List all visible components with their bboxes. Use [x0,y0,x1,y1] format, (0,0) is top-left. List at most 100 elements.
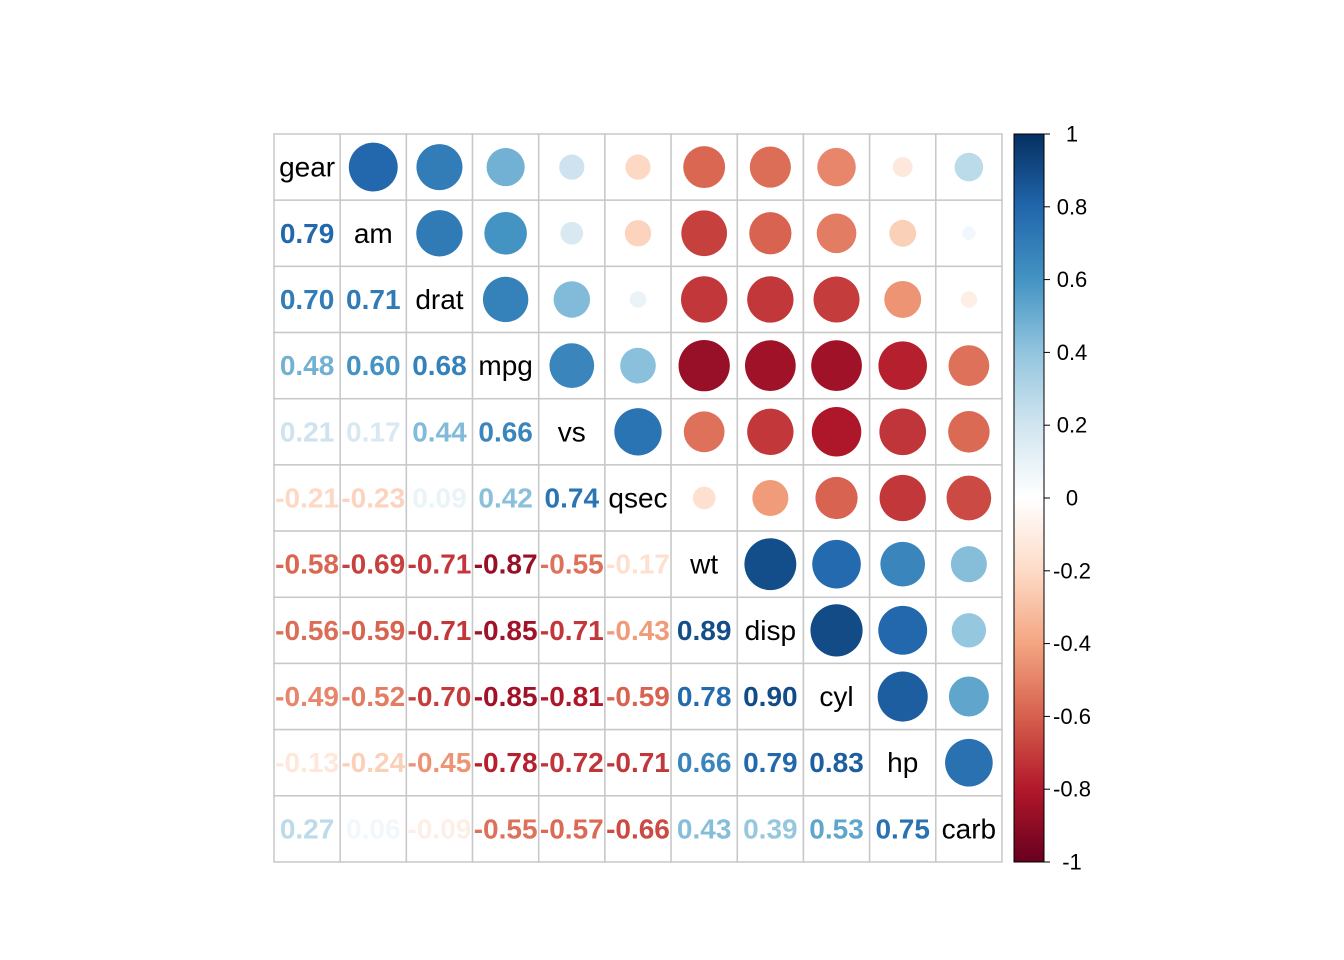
corr-circle-vs-hp [879,408,927,456]
corr-circle-drat-qsec [629,291,647,308]
corr-value-mpg-gear: 0.48 [280,350,335,381]
corr-circle-gear-hp [892,157,913,178]
corr-circle-disp-hp [878,605,928,655]
corr-circle-drat-disp [747,276,794,323]
grid-cell-vs-drat [405,397,474,466]
legend-tick-label: 0.2 [1057,413,1088,438]
corr-value-disp-am: -0.59 [341,615,405,646]
corr-value-mpg-drat: 0.68 [412,350,467,381]
corr-value-disp-vs: -0.71 [540,615,604,646]
grid-cell-carb-disp [736,795,805,863]
grid-cell-carb-gear [273,795,341,863]
corr-circle-wt-carb [950,546,987,583]
corr-value-carb-gear: 0.27 [280,813,335,844]
corr-circle-am-wt [681,210,728,257]
legend-tick-label: -0.4 [1053,631,1091,656]
diagonal-label-hp: hp [887,747,918,778]
corr-value-disp-mpg: -0.85 [474,615,538,646]
diagonal-label-drat: drat [415,284,463,315]
diagonal-label-disp: disp [745,615,796,646]
corr-value-vs-gear: 0.21 [280,416,335,447]
corr-value-qsec-gear: -0.21 [275,482,339,513]
grid-cell-carb-vs [537,795,606,863]
corr-value-wt-qsec: -0.17 [606,549,670,580]
color-legend-ticks: 1 0.8 0.6 0.4 0.2 0 -0.2 -0.4 -0.6 -0.8 -1 [1044,122,1091,875]
grid-cell-carb-cyl [802,795,871,863]
corr-circle-drat-carb [960,291,978,308]
matrix-cells: gear 0.79 am 0.70 0.71 drat 0.48 0.60 0.68 mpg 0.2… [273,133,1003,863]
corr-value-carb-mpg: -0.55 [474,813,538,844]
corr-value-wt-mpg: -0.87 [474,549,538,580]
corr-circle-qsec-cyl [815,476,858,520]
grid-cell-carb-am [339,795,408,863]
grid-cell-qsec-qsec [604,464,672,532]
corr-value-carb-qsec: -0.66 [606,813,670,844]
corr-value-qsec-mpg: 0.42 [478,482,533,513]
diagonal-label-cyl: cyl [819,681,853,712]
corr-value-carb-vs: -0.57 [540,813,604,844]
grid-cell-mpg-mpg [471,331,540,400]
grid-cell-mpg-drat [405,331,474,400]
corr-circle-gear-vs [559,154,585,180]
corr-circle-drat-cyl [813,276,860,323]
grid-cell-hp-drat [405,728,474,797]
corr-value-wt-drat: -0.71 [408,549,472,580]
corr-value-cyl-wt: 0.78 [677,681,732,712]
grid-cell-vs-mpg [471,397,540,466]
corr-circle-disp-carb [951,613,987,648]
corr-value-qsec-drat: 0.09 [412,482,467,513]
legend-tick-label: 0 [1066,486,1078,511]
corr-value-drat-gear: 0.70 [280,284,335,315]
corr-value-cyl-vs: -0.81 [540,681,604,712]
grid-cell-hp-cyl [802,728,871,797]
corr-circle-gear-mpg [486,148,525,187]
corr-value-hp-disp: 0.79 [743,747,798,778]
corr-value-cyl-mpg: -0.85 [474,681,538,712]
grid-cell-carb-drat [405,795,474,863]
corr-value-disp-wt: 0.89 [677,615,732,646]
corr-circle-vs-disp [747,408,794,455]
grid-cell-wt-mpg [471,530,540,599]
grid-cell-vs-am [339,397,408,466]
corr-value-wt-vs: -0.55 [540,549,604,580]
corr-circle-mpg-disp [744,340,796,391]
corr-value-vs-mpg: 0.66 [478,416,533,447]
corr-circle-gear-carb [954,152,984,182]
grid-cell-cyl-cyl [802,662,871,731]
grid-cell-disp-wt [670,596,739,665]
grid-cell-gear-disp [736,133,805,201]
corr-circle-drat-vs [553,281,591,318]
diagonal-label-qsec: qsec [608,482,667,513]
corr-circle-am-carb [962,226,976,241]
corr-circle-drat-hp [884,281,922,318]
corr-value-disp-qsec: -0.43 [606,615,670,646]
corr-value-hp-gear: -0.13 [275,747,339,778]
corr-circle-wt-hp [880,541,926,587]
diagonal-label-gear: gear [279,152,335,183]
corr-circle-wt-disp [744,538,797,591]
corr-value-disp-drat: -0.71 [408,615,472,646]
grid-cell-cyl-drat [405,662,474,731]
grid-cell-carb-qsec [604,795,672,863]
grid-cell-carb-carb [935,795,1003,863]
grid-cell-hp-qsec [604,728,672,797]
corr-value-hp-drat: -0.45 [408,747,472,778]
corr-circle-mpg-carb [948,345,990,387]
diagonal-label-mpg: mpg [478,350,532,381]
corr-circle-mpg-wt [678,339,730,392]
grid-cell-cyl-disp [736,662,805,731]
corr-circle-cyl-carb [948,676,989,717]
corr-circle-qsec-wt [692,486,716,510]
corr-circle-wt-cyl [812,539,861,589]
grid-cell-hp-gear [273,728,341,797]
corr-value-carb-am: 0.06 [346,813,401,844]
corr-value-hp-vs: -0.72 [540,747,604,778]
corr-circle-cyl-hp [877,671,928,722]
corr-value-cyl-qsec: -0.59 [606,681,670,712]
legend-tick-label: 1 [1066,122,1078,147]
grid-cell-wt-qsec [604,530,672,599]
corr-circle-qsec-hp [879,474,926,522]
grid-cell-disp-disp [736,596,805,665]
legend-tick-label: 0.4 [1057,340,1088,365]
corr-value-carb-wt: 0.43 [677,813,732,844]
